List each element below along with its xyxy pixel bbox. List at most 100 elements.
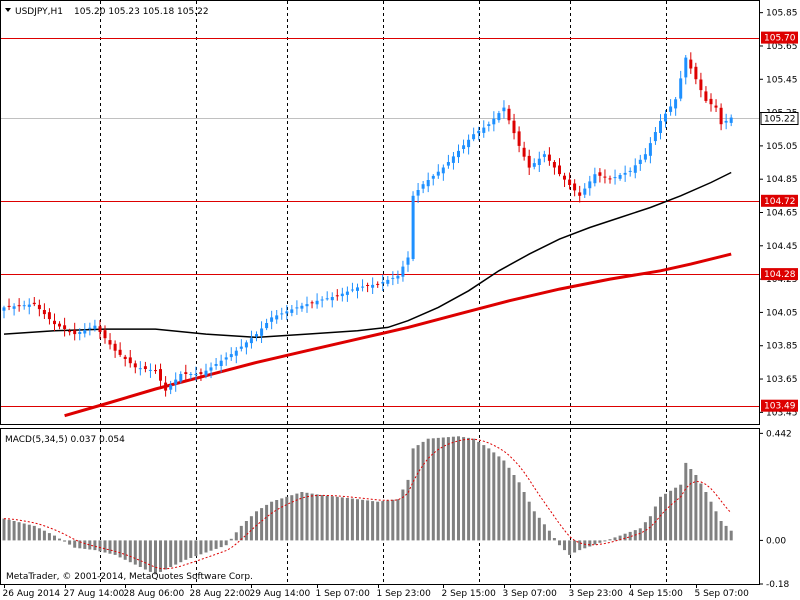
candle-body [376, 283, 380, 285]
price-tick-label-0: 105.85 [766, 9, 798, 19]
symbol-header: USDJPY,H1 [15, 7, 63, 17]
level-tag-bg-0 [761, 31, 798, 44]
dropdown-triangle-icon[interactable] [5, 8, 11, 12]
macd-bar-103 [522, 492, 526, 541]
candle-140 [709, 93, 713, 112]
macd-bar-53 [270, 501, 274, 541]
candle-12 [63, 317, 67, 337]
candle-83 [421, 181, 425, 194]
macd-bar-120 [608, 539, 612, 541]
macd-bar-22 [113, 540, 117, 555]
candle-body [497, 113, 501, 121]
candle-6 [32, 297, 36, 307]
candle-24 [123, 354, 127, 367]
macd-bar-9 [47, 533, 51, 541]
macd-bar-80 [406, 479, 410, 541]
candle-body [93, 325, 97, 329]
candle-51 [260, 321, 264, 343]
candle-body [42, 310, 46, 315]
candle-38 [194, 366, 198, 381]
macd-bar-68 [345, 498, 349, 541]
candle-body [664, 113, 667, 122]
time-tick-label-5: 1 Sep 07:00 [316, 589, 371, 599]
candle-128 [648, 137, 652, 164]
time-axis: 26 Aug 2014 27 Aug 14:00 28 Aug 06:00 28 Au… [3, 584, 749, 599]
candle-body [280, 313, 284, 315]
macd-bar-105 [532, 511, 536, 541]
macd-bar-27 [138, 540, 142, 567]
macd-bar-35 [179, 540, 183, 563]
candle-body [138, 368, 142, 370]
candle-99 [502, 100, 506, 119]
macd-bar-37 [189, 540, 193, 558]
candle-body [118, 349, 122, 355]
candle-122 [618, 173, 622, 181]
candle-9 [47, 308, 51, 325]
candle-97 [492, 111, 496, 132]
candle-36 [184, 364, 188, 382]
macd-bar-51 [260, 508, 264, 541]
candle-body [669, 106, 673, 112]
candle-body [537, 158, 541, 165]
candle-body [249, 338, 253, 344]
candle-75 [381, 274, 385, 291]
candle-49 [249, 330, 253, 349]
candle-93 [472, 127, 476, 142]
candle-139 [704, 86, 708, 103]
candle-body [679, 78, 683, 99]
candle-120 [608, 175, 612, 184]
macd-bar-141 [714, 511, 718, 541]
macd-bar-32 [164, 540, 168, 570]
candle-134 [679, 70, 683, 102]
macd-bar-69 [350, 498, 354, 541]
price-tick-label-11: 103.65 [766, 375, 798, 385]
candle-body [310, 302, 314, 304]
candle-body [492, 118, 496, 125]
time-tick-label-9: 3 Sep 23:00 [569, 589, 624, 599]
candle-42 [214, 358, 218, 370]
candle-18 [93, 319, 97, 332]
candle-50 [255, 331, 258, 342]
macd-bar-2 [12, 521, 16, 541]
macd-bar-73 [371, 501, 375, 541]
candle-body [502, 107, 506, 112]
price-axis: 105.85105.65105.45105.25105.05104.85104.… [759, 9, 798, 418]
macd-bar-17 [88, 540, 92, 550]
candle-95 [482, 120, 486, 138]
candle-body [648, 143, 652, 156]
level-tags: 105.70 104.72 104.28 103.49 105.22 [760, 31, 799, 412]
candle-body [613, 177, 617, 179]
candle-47 [239, 339, 243, 352]
price-tick-label-6: 104.65 [766, 209, 798, 219]
candle-112 [568, 172, 572, 190]
level-tag-bg-1 [761, 194, 798, 207]
macd-bar-137 [694, 475, 698, 541]
candle-55 [280, 307, 284, 320]
candle-body [709, 98, 713, 105]
candle-body [446, 162, 450, 166]
copyright-text: MetaTrader, © 2001-2014, MetaQuotes Soft… [6, 572, 253, 582]
time-tick-label-3: 28 Aug 22:00 [190, 589, 251, 599]
macd-bar-55 [280, 498, 284, 541]
candle-74 [376, 281, 380, 288]
macd-bar-133 [674, 487, 678, 541]
macd-bar-113 [573, 540, 577, 553]
candle-137 [694, 62, 698, 85]
candle-body [315, 300, 319, 305]
candle-body [441, 167, 445, 174]
price-tick-label-5: 104.85 [766, 175, 798, 185]
macd-bar-26 [133, 540, 137, 565]
macd-signal-line [3, 438, 732, 570]
time-tick-label-0: 26 Aug 2014 [3, 589, 61, 599]
candle-body [593, 174, 597, 184]
candle-126 [638, 154, 642, 171]
candle-body [98, 326, 102, 332]
candle-111 [563, 172, 566, 187]
candle-15 [78, 328, 82, 341]
candle-body [330, 297, 334, 301]
level-tag-bg-2 [761, 268, 798, 281]
candle-2 [12, 303, 16, 316]
macd-bar-136 [689, 469, 693, 541]
candle-127 [643, 148, 647, 163]
candle-70 [356, 283, 359, 299]
